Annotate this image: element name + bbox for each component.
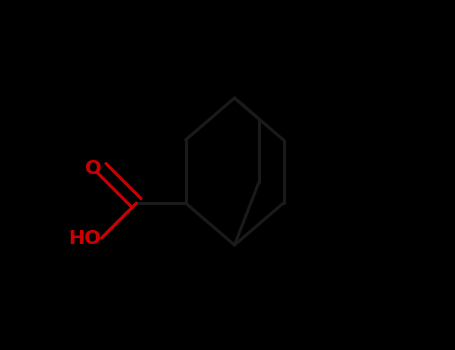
Text: O: O: [85, 159, 101, 177]
Text: HO: HO: [69, 229, 101, 247]
